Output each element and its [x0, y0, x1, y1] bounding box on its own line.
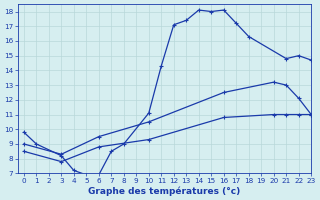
- X-axis label: Graphe des températures (°c): Graphe des températures (°c): [88, 186, 241, 196]
